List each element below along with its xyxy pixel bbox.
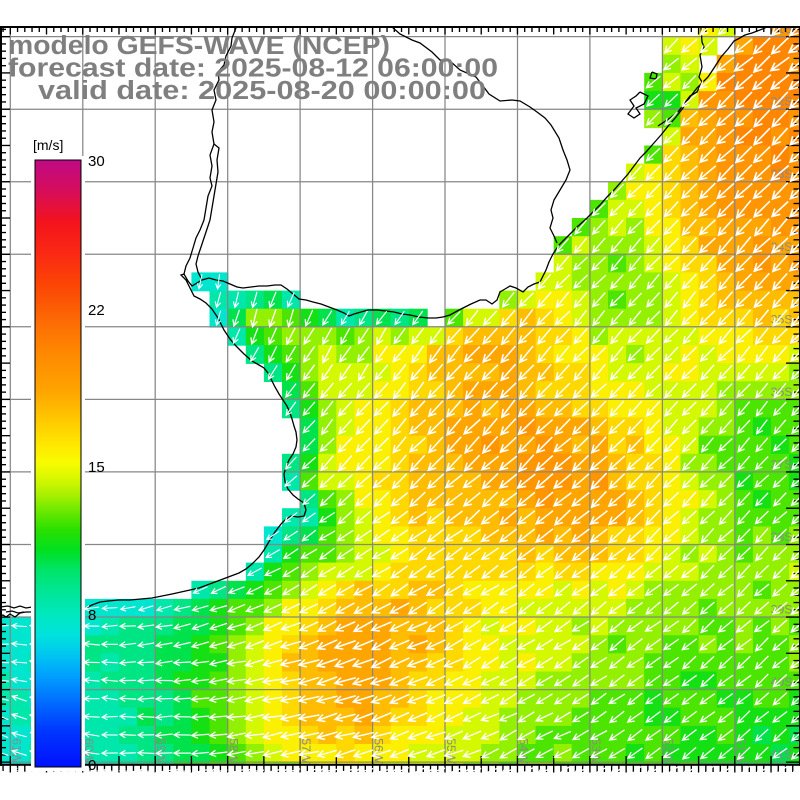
svg-text:61W: 61W <box>9 738 23 764</box>
svg-text:53W: 53W <box>589 738 603 764</box>
svg-text:forecast date: 2025-08-12 06:0: forecast date: 2025-08-12 06:00:00 <box>8 55 498 83</box>
svg-text:31S: 31S <box>771 22 793 36</box>
svg-text:15: 15 <box>88 459 105 476</box>
svg-text:41S: 41S <box>771 748 793 762</box>
svg-text:52W: 52W <box>661 738 675 764</box>
svg-text:valid date: 2025-08-20 00:00:0: valid date: 2025-08-20 00:00:00 <box>38 77 486 105</box>
svg-text:[m/s]: [m/s] <box>33 137 63 153</box>
svg-text:58W: 58W <box>227 738 241 764</box>
svg-text:51W: 51W <box>734 738 748 764</box>
svg-text:60W: 60W <box>82 738 96 764</box>
svg-text:55W: 55W <box>444 738 458 764</box>
svg-text:22: 22 <box>88 302 105 319</box>
svg-text:56W: 56W <box>372 738 386 764</box>
svg-text:33S: 33S <box>771 167 793 181</box>
svg-text:57W: 57W <box>299 738 313 764</box>
svg-text:0: 0 <box>88 757 96 774</box>
svg-text:54W: 54W <box>517 738 531 764</box>
svg-text:30: 30 <box>88 153 105 170</box>
svg-text:8: 8 <box>88 607 96 624</box>
svg-text:modelo GEFS-WAVE (NCEP): modelo GEFS-WAVE (NCEP) <box>8 32 390 60</box>
svg-text:34S: 34S <box>771 240 793 254</box>
